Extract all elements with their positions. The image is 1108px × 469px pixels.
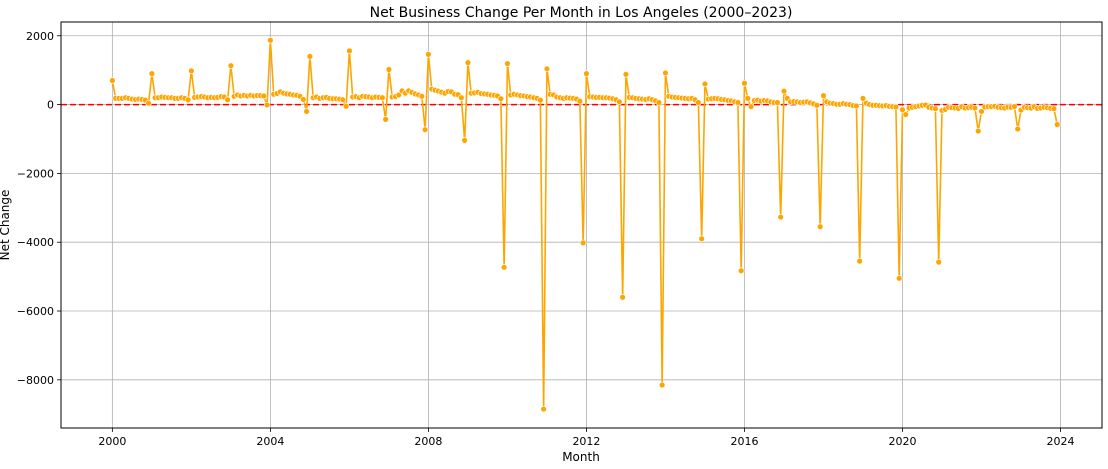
data-point [1054, 121, 1061, 128]
data-point [616, 98, 623, 106]
x-tick-label: 2012 [572, 435, 600, 448]
data-point [395, 91, 402, 99]
x-tick-label: 2008 [414, 435, 442, 448]
data-point [461, 137, 468, 144]
data-point [382, 116, 389, 123]
data-point [747, 103, 755, 110]
data-point [148, 70, 156, 77]
grid-lines [61, 22, 1102, 428]
data-point [734, 99, 742, 106]
data-point [658, 381, 666, 389]
data-point [932, 105, 939, 112]
data-point [741, 80, 748, 87]
y-tick-label: −2000 [17, 167, 54, 180]
data-point [184, 96, 192, 103]
x-tick-label: 2004 [256, 435, 284, 448]
data-point [464, 59, 472, 66]
data-point [543, 65, 551, 72]
data-point [619, 294, 626, 301]
data-point [895, 275, 903, 282]
data-point [695, 99, 702, 106]
data-point [1014, 125, 1021, 133]
data-point [263, 101, 271, 109]
data-point [300, 96, 307, 103]
data-point [421, 126, 429, 133]
data-point [267, 37, 274, 44]
data-point [458, 94, 465, 101]
x-axis-ticks: 2000 2004 2008 2012 2016 2020 2024 [98, 428, 1075, 448]
series-points [109, 37, 1061, 413]
data-point [540, 405, 547, 413]
x-tick-label: 2000 [98, 435, 126, 448]
data-point [622, 71, 630, 78]
data-point [579, 239, 587, 247]
data-point [655, 99, 663, 106]
data-point [303, 108, 310, 115]
plot-area [60, 21, 1103, 429]
chart-title: Net Business Change Per Month in Los Ang… [370, 5, 793, 21]
data-point [346, 47, 353, 55]
data-point [978, 108, 985, 115]
data-point [227, 62, 235, 69]
data-point [662, 69, 669, 77]
y-tick-label: 0 [47, 99, 54, 112]
data-point [425, 51, 432, 58]
data-point [744, 95, 751, 102]
data-point [859, 95, 867, 102]
data-point [899, 106, 906, 113]
y-tick-label: −8000 [17, 374, 54, 387]
data-point [777, 213, 784, 221]
data-point [504, 60, 511, 67]
y-tick-label: −6000 [17, 305, 54, 318]
data-point [701, 80, 709, 88]
data-point [856, 257, 863, 265]
y-tick-label: −4000 [17, 236, 54, 249]
data-point [109, 77, 116, 84]
data-point [902, 111, 909, 118]
data-point [418, 93, 426, 100]
data-point [971, 104, 979, 112]
data-point [497, 95, 505, 102]
y-axis-label: Net Change [0, 190, 12, 261]
x-axis-label: Month [562, 450, 600, 464]
data-point [260, 92, 267, 100]
x-tick-label: 2020 [888, 435, 916, 448]
data-point [1011, 103, 1018, 110]
data-point [306, 53, 314, 60]
data-point [774, 99, 781, 106]
data-point [975, 127, 982, 135]
series-line [111, 39, 1059, 410]
data-point [816, 223, 824, 230]
data-point [892, 103, 900, 111]
data-point [780, 87, 788, 95]
data-point [224, 96, 231, 103]
series-path [111, 39, 1059, 410]
x-tick-label: 2016 [730, 435, 758, 448]
data-point [813, 102, 821, 109]
data-point [1050, 105, 1058, 112]
data-point [379, 94, 386, 101]
data-point [583, 70, 590, 77]
data-point [820, 92, 827, 99]
data-point [339, 96, 347, 103]
data-point [576, 97, 584, 105]
data-point [853, 102, 860, 110]
data-point [537, 96, 544, 104]
data-point [698, 235, 705, 242]
y-tick-label: 2000 [26, 30, 54, 43]
data-point [145, 99, 152, 107]
data-point [342, 103, 350, 110]
x-tick-label: 2024 [1047, 435, 1075, 448]
data-point [935, 258, 942, 266]
data-point [737, 267, 745, 274]
y-axis-ticks: 2000 0 −2000 −4000 −6000 −8000 [17, 30, 61, 387]
data-point [500, 264, 508, 271]
data-point [385, 66, 393, 73]
data-point [188, 67, 195, 75]
